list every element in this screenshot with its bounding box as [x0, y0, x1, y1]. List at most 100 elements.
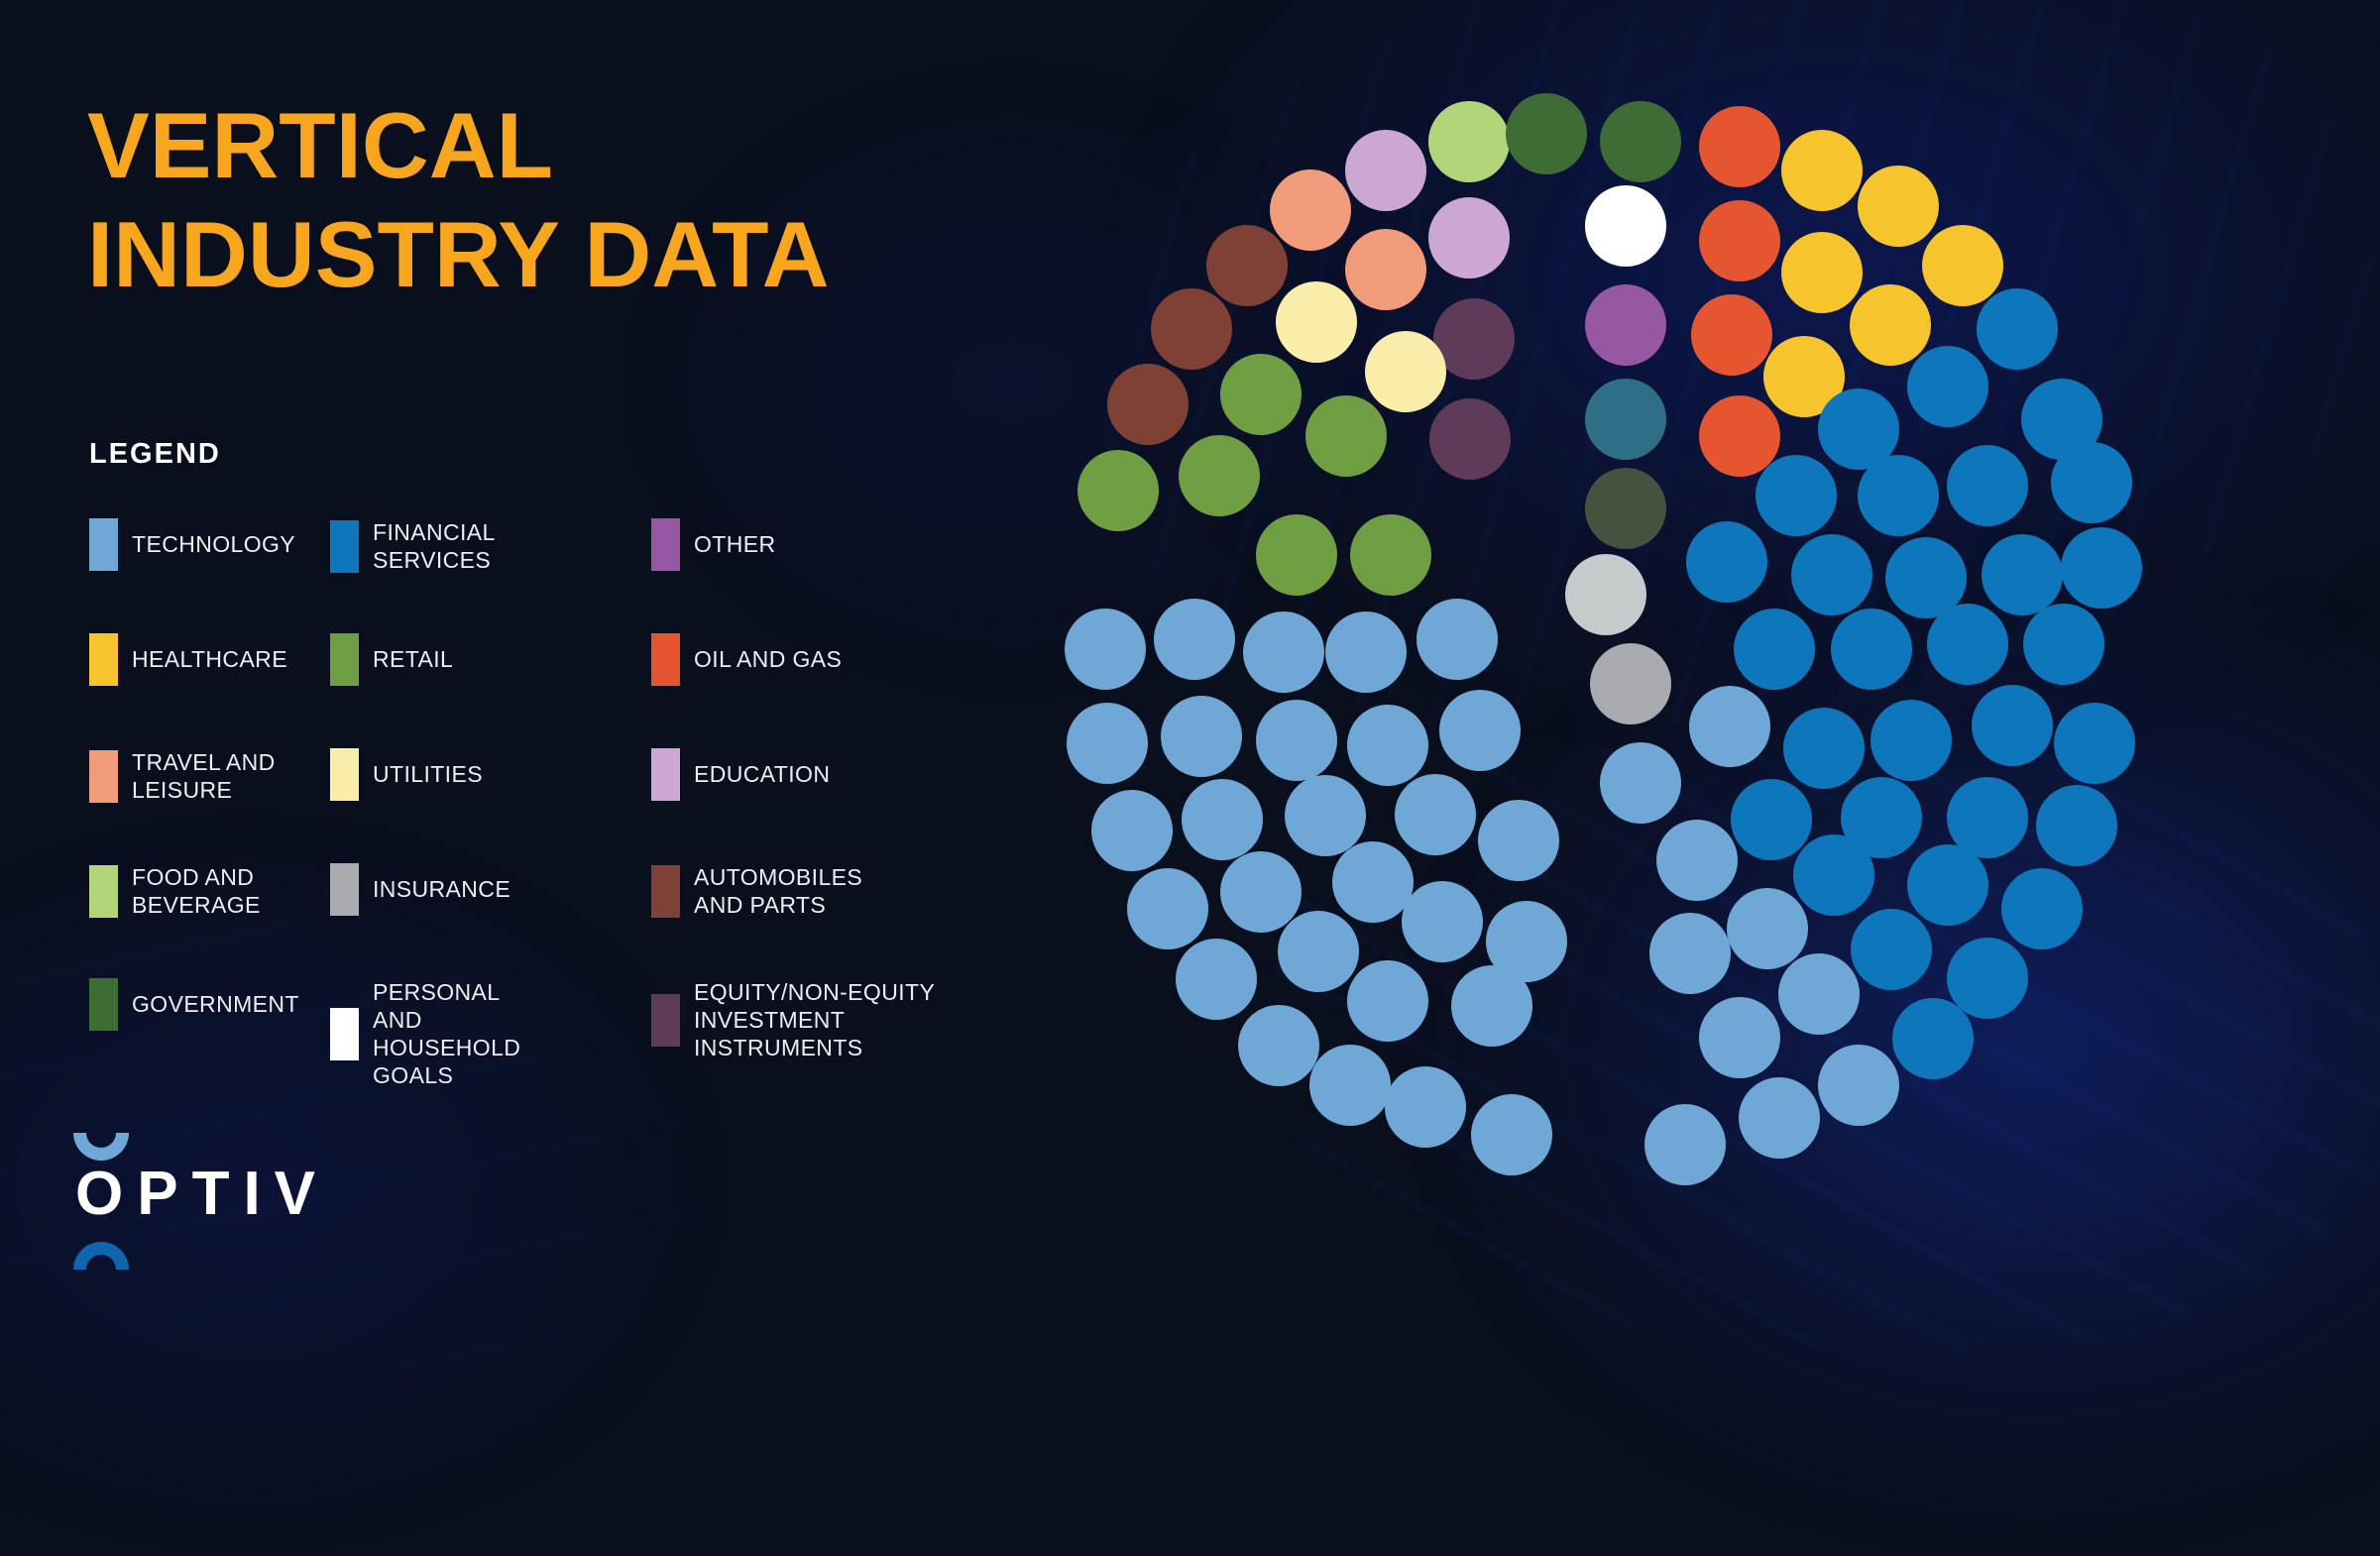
legend-swatch-healthcare — [89, 633, 118, 686]
logo-text: OPTIV — [75, 1160, 330, 1228]
industry-dot-technology — [1471, 1094, 1552, 1175]
legend-swatch-automobiles — [651, 864, 680, 918]
industry-dot-oil_gas — [1699, 200, 1780, 281]
industry-dot-financial_services — [2036, 785, 2117, 866]
legend-item-financial_services: FINANCIAL SERVICES — [330, 518, 651, 574]
industry-dot-financial_services — [1793, 834, 1874, 916]
legend-item-other: OTHER — [651, 518, 1107, 571]
industry-dot-financial_services — [2023, 604, 2104, 685]
industry-dot-technology — [1238, 1005, 1319, 1086]
industry-dot-automobiles — [1151, 288, 1232, 370]
industry-dot-financial_services — [1734, 609, 1815, 690]
legend-item-label: OIL AND GAS — [694, 646, 843, 673]
industry-dot-technology — [1161, 696, 1242, 777]
industry-dot-financial_services — [2051, 442, 2132, 523]
industry-dot-technology — [1278, 911, 1359, 992]
industry-dot-equity — [1429, 398, 1511, 480]
legend-item-personal_household: PERSONAL AND HOUSEHOLD GOALS — [330, 978, 651, 1089]
legend-item-label: RETAIL — [373, 646, 454, 673]
legend-item-label: EQUITY/NON-EQUITY INVESTMENT INSTRUMENTS — [694, 979, 936, 1061]
industry-dot-technology — [1739, 1077, 1820, 1159]
industry-dot-financial_services — [1977, 288, 2058, 370]
legend-swatch-financial_services — [330, 519, 359, 573]
logo-bottom-arc-icon — [73, 1242, 129, 1270]
page-title-line1: VERTICAL — [87, 93, 553, 197]
industry-dot-technology — [1182, 779, 1263, 860]
industry-dot-financial_services — [1982, 534, 2063, 615]
industry-dot-financial_services — [1972, 685, 2053, 766]
industry-dot-technology — [1417, 599, 1498, 680]
industry-dot-financial_services — [1858, 455, 1939, 536]
legend-swatch-oil_gas — [651, 633, 680, 686]
industry-dot-technology — [1309, 1045, 1391, 1126]
industry-dot-personal_household — [1585, 185, 1666, 267]
legend-item-label: GOVERNMENT — [132, 991, 299, 1018]
legend-item-equity: EQUITY/NON-EQUITY INVESTMENT INSTRUMENTS — [651, 978, 1107, 1061]
legend-item-food_beverage: FOOD AND BEVERAGE — [89, 863, 330, 919]
industry-dot-healthcare — [1922, 225, 2003, 306]
legend-item-technology: TECHNOLOGY — [89, 518, 330, 571]
industry-dot-food_beverage — [1428, 101, 1510, 182]
industry-dot-technology — [1656, 820, 1738, 901]
industry-dot-healthcare — [1850, 284, 1931, 366]
legend: TECHNOLOGY FINANCIAL SERVICES OTHER HEALTHC… — [89, 518, 1107, 1093]
industry-dot-financial_services — [1756, 455, 1837, 536]
industry-dot-travel_leisure — [1345, 229, 1426, 310]
industry-dot-retail — [1220, 354, 1302, 435]
legend-swatch-retail — [330, 633, 359, 686]
industry-dot-financial_services — [1686, 521, 1767, 603]
industry-dot-government — [1600, 101, 1681, 182]
industry-dot-technology — [1067, 703, 1148, 784]
logo-top-arc-icon — [73, 1133, 129, 1161]
industry-dot-retail — [1179, 435, 1260, 516]
page-title: VERTICAL INDUSTRY DATA — [87, 91, 830, 309]
industry-dot-technology — [1451, 965, 1532, 1047]
industry-dot-financial_services — [1885, 537, 1967, 618]
industry-dot-financial_services — [1870, 700, 1952, 781]
optiv-logo: OPTIV — [73, 1133, 393, 1277]
legend-item-label: TECHNOLOGY — [132, 531, 296, 558]
industry-dot-government — [1506, 93, 1587, 174]
legend-swatch-technology — [89, 518, 118, 571]
industry-dot-technology — [1818, 1045, 1899, 1126]
legend-swatch-equity — [651, 993, 680, 1047]
industry-dot-technology — [1065, 609, 1146, 690]
industry-dot-financial_services — [1907, 346, 1988, 427]
legend-swatch-utilities — [330, 748, 359, 801]
industry-dot-oil_gas — [1699, 106, 1780, 187]
industry-dot-technology — [1127, 868, 1208, 949]
industry-dot-financial_services — [1731, 779, 1812, 860]
industry-dot-technology — [1644, 1104, 1726, 1185]
industry-dot-automobiles — [1206, 225, 1288, 306]
legend-item-label: FINANCIAL SERVICES — [373, 519, 496, 574]
legend-item-oil_gas: OIL AND GAS — [651, 633, 1107, 686]
industry-dot-financial_services — [2061, 527, 2142, 609]
industry-dot-technology — [1385, 1066, 1466, 1148]
page-title-line2: INDUSTRY DATA — [87, 201, 830, 306]
industry-dot-technology — [1600, 742, 1681, 824]
legend-swatch-government — [89, 978, 118, 1031]
industry-dot-financial_services — [1947, 777, 2028, 858]
legend-item-government: GOVERNMENT — [89, 978, 330, 1031]
legend-item-label: FOOD AND BEVERAGE — [132, 864, 261, 919]
legend-item-label: AUTOMOBILES AND PARTS — [694, 864, 863, 919]
industry-dot-chart — [1065, 93, 2142, 1185]
legend-swatch-education — [651, 748, 680, 801]
legend-item-label: EDUCATION — [694, 761, 831, 788]
legend-swatch-personal_household — [330, 1007, 359, 1060]
industry-dot-technology — [1395, 774, 1476, 855]
legend-swatch-travel_leisure — [89, 749, 118, 803]
industry-dot-technology — [1243, 611, 1324, 693]
legend-item-label: PERSONAL AND HOUSEHOLD GOALS — [373, 979, 521, 1089]
industry-dot-other — [1585, 284, 1666, 366]
legend-swatch-insurance — [330, 863, 359, 916]
industry-dot-technology — [1154, 599, 1235, 680]
industry-dot-utilities — [1365, 331, 1446, 412]
industry-dot-technology — [1285, 775, 1366, 856]
industry-dot-technology — [1347, 960, 1428, 1042]
industry-dot-financial_services — [1585, 379, 1666, 460]
industry-dot-technology — [1325, 611, 1407, 693]
legend-item-label: INSURANCE — [373, 876, 511, 903]
industry-dot-financial_services — [1927, 604, 2008, 685]
industry-dot-technology — [1478, 800, 1559, 881]
